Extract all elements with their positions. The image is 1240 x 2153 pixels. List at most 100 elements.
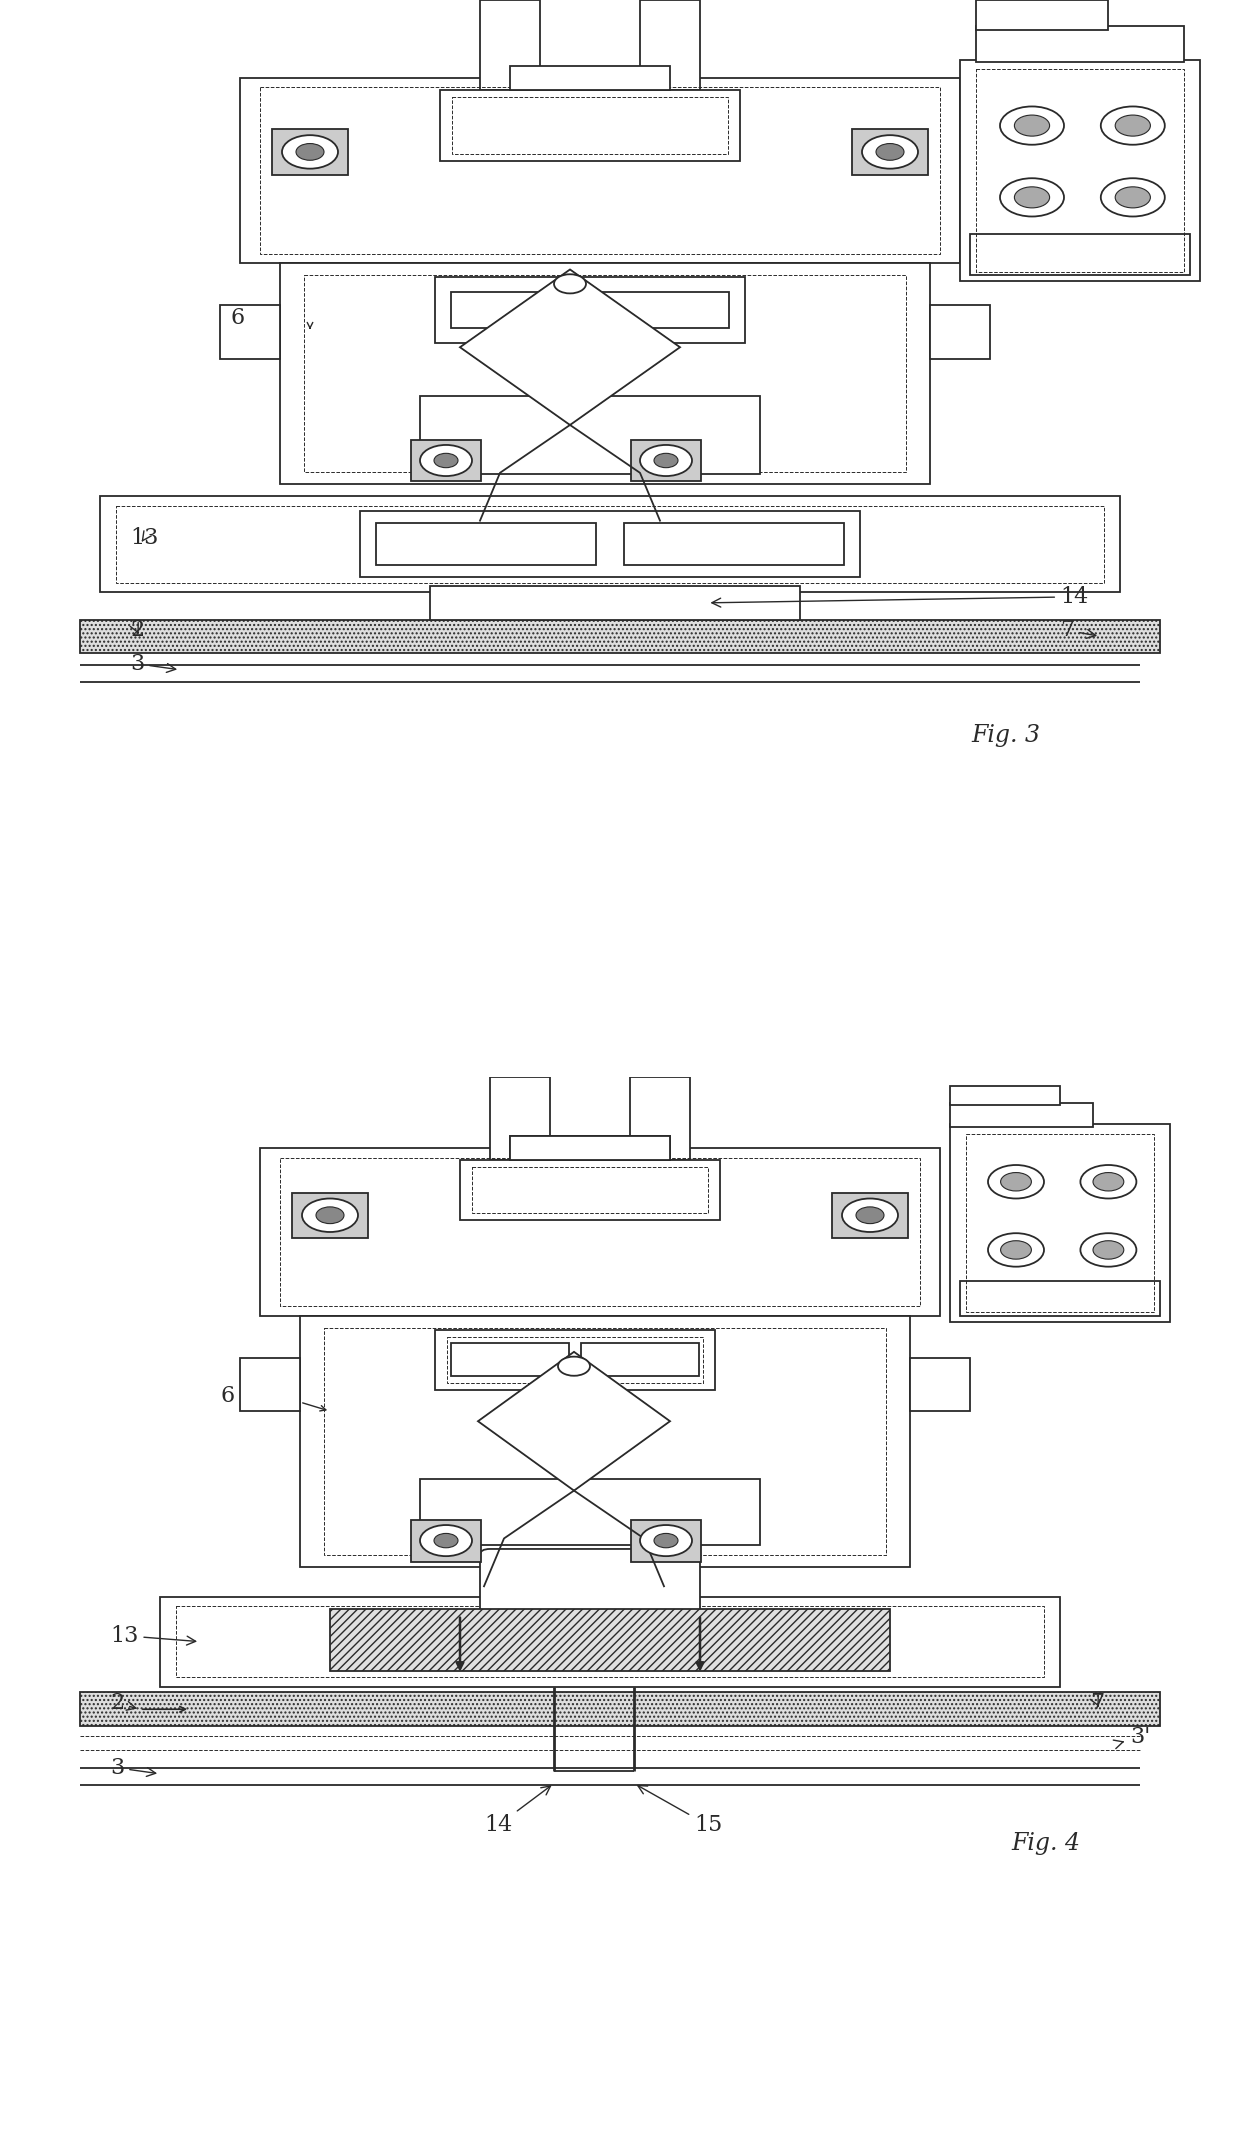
- Text: 2: 2: [110, 1692, 136, 1714]
- Text: Fig. 4: Fig. 4: [1011, 1832, 1080, 1856]
- Bar: [241, 78, 960, 263]
- Bar: [280, 263, 930, 484]
- Bar: [420, 396, 760, 474]
- Bar: [624, 523, 844, 564]
- Bar: [376, 523, 596, 564]
- Bar: [976, 26, 1184, 62]
- Bar: [460, 1160, 720, 1221]
- Bar: [832, 1193, 908, 1238]
- Circle shape: [842, 1199, 898, 1232]
- Circle shape: [434, 454, 458, 467]
- Text: 15: 15: [637, 1785, 722, 1837]
- Circle shape: [988, 1165, 1044, 1199]
- Bar: [446, 1337, 703, 1382]
- Circle shape: [1001, 1240, 1032, 1260]
- Circle shape: [653, 1533, 678, 1548]
- Bar: [852, 129, 928, 174]
- Bar: [300, 1315, 910, 1567]
- Bar: [360, 510, 861, 577]
- Circle shape: [640, 1524, 692, 1557]
- Bar: [966, 1135, 1154, 1311]
- Text: 7: 7: [1060, 620, 1096, 642]
- Circle shape: [1101, 179, 1164, 217]
- Bar: [430, 586, 800, 620]
- Bar: [260, 1148, 940, 1315]
- Bar: [453, 97, 728, 155]
- Bar: [472, 1167, 708, 1212]
- Bar: [435, 1331, 715, 1391]
- Bar: [640, 0, 701, 90]
- Circle shape: [303, 1199, 358, 1232]
- Text: 6: 6: [219, 1384, 234, 1408]
- Bar: [291, 1193, 368, 1238]
- Bar: [631, 1520, 701, 1561]
- Bar: [160, 1598, 1060, 1686]
- Bar: [330, 1608, 890, 1671]
- Text: 13: 13: [110, 1626, 196, 1647]
- Circle shape: [296, 144, 324, 159]
- Bar: [630, 1076, 689, 1160]
- Bar: [976, 69, 1184, 271]
- Bar: [117, 506, 1104, 583]
- Circle shape: [281, 136, 339, 168]
- Polygon shape: [460, 269, 680, 424]
- Circle shape: [554, 273, 587, 293]
- Bar: [950, 1124, 1171, 1322]
- Bar: [599, 293, 729, 327]
- Circle shape: [434, 1533, 458, 1548]
- Bar: [451, 1343, 569, 1376]
- Text: 14: 14: [712, 586, 1089, 607]
- Circle shape: [988, 1234, 1044, 1266]
- Bar: [440, 90, 740, 161]
- Circle shape: [1115, 114, 1151, 136]
- Text: 14: 14: [484, 1787, 551, 1837]
- Circle shape: [653, 454, 678, 467]
- Bar: [219, 306, 280, 360]
- Bar: [582, 1343, 699, 1376]
- Circle shape: [856, 1208, 884, 1223]
- Bar: [930, 306, 990, 360]
- Circle shape: [1014, 114, 1049, 136]
- Bar: [480, 0, 539, 90]
- Circle shape: [1092, 1240, 1123, 1260]
- Text: 3': 3': [1114, 1727, 1151, 1748]
- Bar: [510, 1137, 670, 1160]
- Circle shape: [420, 446, 472, 476]
- Bar: [950, 1102, 1092, 1126]
- Bar: [272, 129, 348, 174]
- Circle shape: [558, 1356, 590, 1376]
- Text: 3: 3: [110, 1757, 156, 1778]
- Bar: [970, 235, 1190, 276]
- Bar: [81, 620, 1159, 652]
- Bar: [960, 60, 1200, 282]
- Circle shape: [1115, 187, 1151, 209]
- Bar: [960, 1281, 1159, 1315]
- FancyBboxPatch shape: [480, 1548, 701, 1621]
- Text: 2: 2: [130, 620, 144, 642]
- Text: 6: 6: [229, 308, 244, 329]
- Text: 3: 3: [130, 652, 176, 674]
- Circle shape: [875, 144, 904, 159]
- Circle shape: [316, 1208, 343, 1223]
- Polygon shape: [477, 1352, 670, 1490]
- Bar: [410, 439, 481, 482]
- Bar: [950, 1085, 1060, 1104]
- Bar: [241, 1359, 300, 1412]
- Circle shape: [640, 446, 692, 476]
- Text: 13: 13: [130, 527, 159, 549]
- Bar: [260, 88, 940, 254]
- Circle shape: [1092, 1173, 1123, 1191]
- Circle shape: [862, 136, 918, 168]
- Bar: [435, 278, 745, 342]
- Circle shape: [1001, 1173, 1032, 1191]
- Bar: [100, 497, 1120, 592]
- Circle shape: [999, 179, 1064, 217]
- Text: Fig. 3: Fig. 3: [971, 723, 1040, 747]
- Bar: [490, 1076, 551, 1160]
- Bar: [324, 1328, 887, 1554]
- Bar: [910, 1359, 970, 1412]
- Bar: [304, 276, 906, 472]
- Bar: [81, 1692, 1159, 1727]
- Circle shape: [1080, 1234, 1136, 1266]
- Bar: [976, 0, 1109, 30]
